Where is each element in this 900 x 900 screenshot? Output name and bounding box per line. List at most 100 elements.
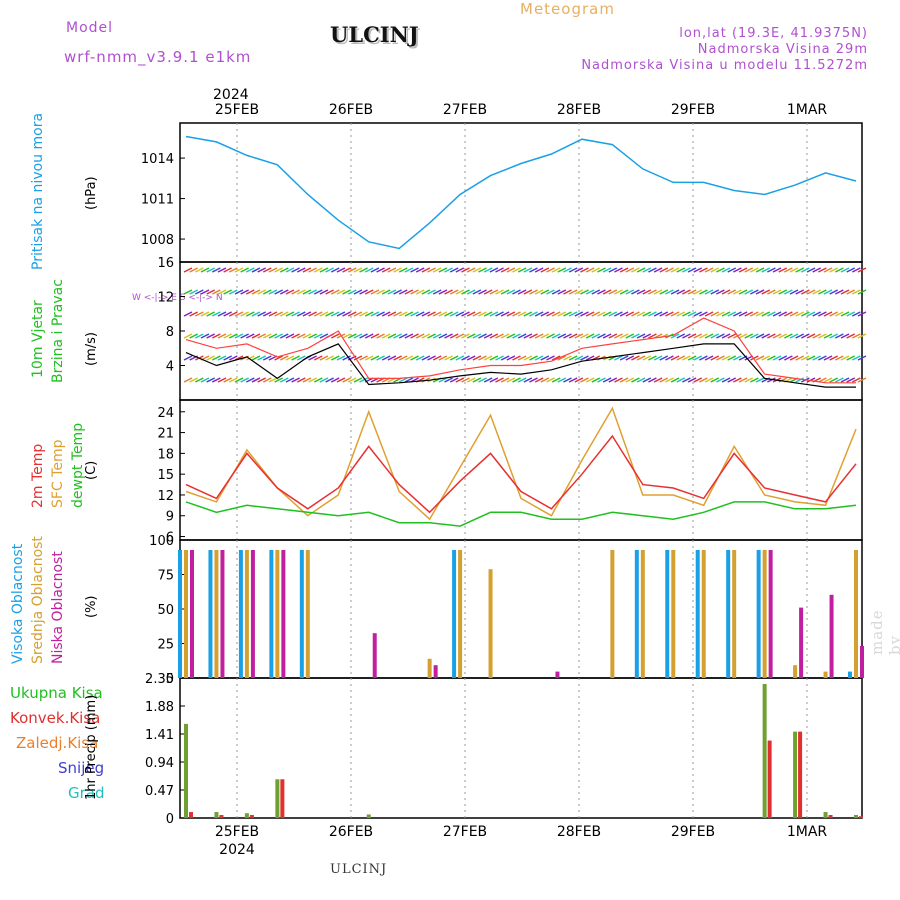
wind-arrow [449, 267, 459, 273]
panel-title: (hPa) [84, 176, 99, 210]
wind-arrow [296, 311, 306, 317]
wind-arrow [495, 267, 504, 273]
wind-arrow [455, 289, 465, 295]
wind-arrow [455, 377, 465, 383]
wind-arrow [466, 289, 476, 295]
wind-arrow [319, 377, 329, 383]
wind-arrow [489, 311, 499, 317]
precip-bar-0 [275, 779, 280, 818]
wind-arrow [540, 267, 550, 273]
wind-arrow [789, 289, 799, 295]
wind-arrow [313, 355, 323, 361]
wind-arrow [574, 311, 584, 317]
panel-frame [179, 261, 863, 401]
wind-arrow [483, 333, 493, 339]
wind-arrow [546, 289, 555, 295]
wind-arrow [279, 311, 289, 317]
wind-arrow [784, 355, 793, 361]
wind-arrow [721, 267, 731, 273]
wind-arrow [438, 355, 448, 361]
wind-arrow [784, 289, 793, 295]
wind-arrow [211, 355, 221, 361]
wind-arrow [415, 267, 425, 273]
wind-arrow [381, 289, 391, 295]
wind-arrow [251, 289, 261, 295]
wind-arrow [852, 311, 861, 317]
wind-arrow [313, 333, 323, 339]
wind-arrow [608, 377, 618, 383]
wind-arrow [767, 355, 776, 361]
wind-arrow [438, 311, 448, 317]
wind-arrow [551, 289, 561, 295]
wind-arrow [387, 267, 397, 273]
wind-arrow [523, 355, 533, 361]
wind-arrow [461, 355, 470, 361]
wind-arrow [364, 333, 374, 339]
wind-arrow [370, 267, 380, 273]
wind-arrow [806, 267, 816, 273]
wind-arrow [733, 267, 742, 273]
wind-arrow [223, 333, 232, 339]
wind-arrow [228, 289, 238, 295]
wind-arrow [291, 333, 300, 339]
wind-arrow [733, 377, 742, 383]
wind-arrow [483, 377, 493, 383]
panel-title: 2m Temp [30, 443, 46, 508]
wind-arrow [285, 377, 295, 383]
wind-arrow [444, 377, 453, 383]
wind-arrow [585, 377, 595, 383]
wind-arrow [194, 267, 204, 273]
wind-arrow [194, 333, 204, 339]
wind-arrow [370, 289, 380, 295]
precip-legend-1: Konvek.Kisa [10, 709, 100, 727]
wind-arrow [483, 355, 493, 361]
cloud-bar-1 [275, 550, 280, 678]
wind-arrow [818, 311, 827, 317]
wind-arrow [602, 267, 612, 273]
wind-arrow [789, 311, 799, 317]
wind-arrow [608, 267, 618, 273]
wind-arrow [444, 333, 453, 339]
wind-arrow [410, 333, 419, 339]
wind-arrow [217, 333, 227, 339]
precip-bar-1 [859, 816, 863, 818]
wind-arrow [625, 311, 635, 317]
wind-arrow [636, 289, 646, 295]
wind-arrow [483, 267, 493, 273]
wind-arrow [347, 377, 357, 383]
panel-title: Pritisak na nivou mora [30, 112, 46, 270]
wind-arrow [223, 311, 232, 317]
wind-arrow [313, 311, 323, 317]
y-tick-label: 21 [157, 427, 174, 442]
wind-arrow [812, 289, 822, 295]
wind-arrow [750, 289, 759, 295]
wind-arrow [330, 377, 340, 383]
wind-arrow [784, 311, 793, 317]
elevation-label: Nadmorska Visina 29m [697, 42, 868, 57]
wind-arrow [206, 355, 215, 361]
panel-title: Srednja Oblacnost [30, 536, 46, 664]
wind-arrow [568, 311, 578, 317]
wind-arrow [857, 289, 867, 295]
wind-arrow [495, 377, 504, 383]
wind-arrow [648, 289, 657, 295]
wind-arrow [291, 377, 300, 383]
wind-arrow [517, 289, 527, 295]
wind-arrow [580, 355, 589, 361]
wind-arrow [206, 267, 215, 273]
wind-arrow [744, 333, 754, 339]
wind-arrow [325, 355, 334, 361]
wind-arrow [353, 377, 363, 383]
wind-arrow [285, 355, 295, 361]
wind-arrow [404, 267, 414, 273]
wind-arrow [625, 333, 635, 339]
panel-title: Brzina i Pravac [50, 279, 66, 383]
wind-arrow [840, 377, 850, 383]
y-tick-label: 1008 [141, 233, 174, 248]
wind-arrow [183, 377, 193, 383]
wind-arrow [296, 355, 306, 361]
wind-arrow [381, 267, 391, 273]
y-tick-label: 8 [166, 325, 174, 340]
wind-arrow [755, 289, 765, 295]
wind-arrow [829, 355, 839, 361]
